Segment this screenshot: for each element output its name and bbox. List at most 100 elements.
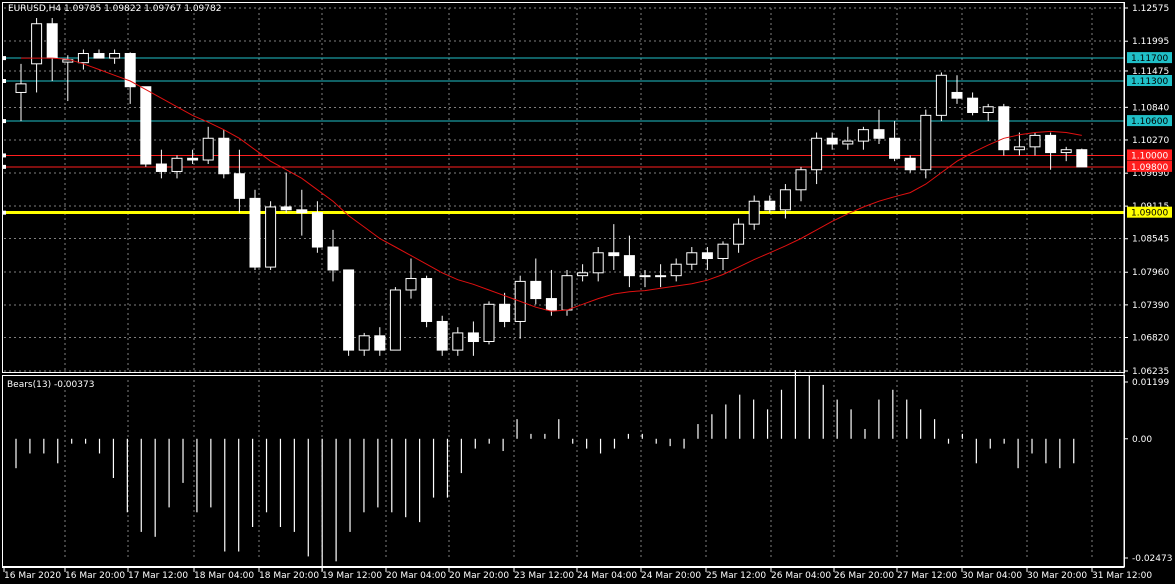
candle-bull (592, 252, 604, 274)
time-tick-label: 18 Mar 20:00 (259, 571, 319, 581)
candle-bull (483, 303, 495, 343)
time-tick-label: 20 Mar 20:00 (449, 571, 509, 581)
candle-bear (998, 106, 1010, 151)
candle-bull (171, 157, 183, 172)
candle-bear (249, 197, 261, 268)
price-tick-label: 1.08545 (1132, 235, 1169, 245)
chart-header: EURUSD,H4 1.09785 1.09822 1.09767 1.0978… (8, 4, 221, 14)
candle-bear (1045, 134, 1057, 154)
price-tick-label: 1.10270 (1132, 136, 1169, 146)
candle-bull (655, 275, 667, 278)
price-tick-label: 1.06235 (1132, 367, 1169, 377)
time-tick-label: 25 Mar 12:00 (706, 571, 766, 581)
candle-bear (530, 280, 542, 300)
price-levels (3, 56, 1124, 215)
indicator-header: Bears(13) -0.00373 (7, 380, 95, 390)
price-level-tags: 1.11700 1.11300 1.10600 1.10000 1.09800 1.090… (1127, 52, 1172, 219)
symbol-timeframe: EURUSD,H4 (8, 4, 62, 14)
candle-bull (748, 200, 760, 225)
candle-bear (124, 53, 136, 88)
indicator-axis-ticks: 0.01199 0.00 -0.02473 (1124, 378, 1172, 564)
price-tick-label: 1.07960 (1132, 268, 1169, 278)
level-tag (1127, 75, 1172, 87)
candle-bear (499, 303, 511, 322)
time-tick-label: 31 Mar 12:00 (1092, 571, 1152, 581)
candle-bear (421, 278, 433, 322)
price-tick-label: 1.11475 (1132, 67, 1169, 77)
candle-bull (686, 252, 698, 265)
candle-bull (109, 53, 121, 59)
indicator-tick-label: -0.02473 (1132, 554, 1172, 564)
axes (2, 2, 1125, 568)
candle-bear (436, 320, 448, 351)
candle-bull (577, 272, 589, 277)
candle-bear (187, 157, 199, 161)
candle-bear (343, 269, 355, 351)
time-tick-label: 23 Mar 12:00 (514, 571, 574, 581)
candle-bear (951, 91, 963, 99)
candle-bull (982, 106, 994, 113)
level-marker (3, 79, 6, 84)
candle-bear (1076, 149, 1088, 168)
candle-bear (608, 252, 620, 257)
candle-bull (15, 83, 27, 93)
level-tag (1127, 52, 1172, 64)
candle-bull (202, 137, 214, 161)
indicator-tick-label: 0.01199 (1132, 378, 1169, 388)
price-tick-label: 1.09690 (1132, 169, 1169, 179)
candle-bear (140, 86, 152, 165)
time-tick-label: 24 Mar 20:00 (641, 571, 701, 581)
candle-bull (31, 23, 43, 65)
candle-bear (280, 206, 292, 211)
price-tick-label: 1.11995 (1132, 37, 1169, 47)
candle-bear (467, 332, 479, 343)
candle-bull (1013, 146, 1025, 151)
level-marker (3, 210, 6, 215)
moving-average-line (21, 57, 1082, 312)
candle-bull (920, 114, 932, 171)
price-tick-label: 1.07390 (1132, 301, 1169, 311)
time-tick-label: 26 Mar 04:00 (771, 571, 831, 581)
candle-bull (733, 223, 745, 245)
candle-bull (717, 243, 729, 259)
candle-bull (639, 275, 651, 278)
level-tag-label: 1.09000 (1131, 209, 1168, 219)
level-tag (1127, 206, 1172, 218)
time-tick-label: 16 Mar 20:00 (65, 571, 125, 581)
time-tick-label: 18 Mar 04:00 (194, 571, 254, 581)
candle-bull (358, 335, 370, 351)
candle-bear (374, 335, 386, 351)
bears-histogram (15, 370, 1075, 572)
level-tag-label: 1.11700 (1131, 54, 1168, 64)
candle-bull (857, 129, 869, 142)
time-tick-label: 30 Mar 20:00 (1027, 571, 1087, 581)
level-marker (3, 119, 6, 124)
level-marker (3, 164, 6, 169)
candle-bull (1029, 134, 1041, 148)
candle-bear (873, 129, 885, 139)
candle-bear (764, 200, 776, 211)
candle-bull (1060, 149, 1072, 154)
candle-bull (405, 278, 417, 291)
level-tag-label: 1.10000 (1131, 151, 1168, 161)
candle-bear (46, 23, 58, 59)
candle-bull (842, 140, 854, 145)
candle-bear (545, 298, 557, 311)
price-axis-ticks: 1.12575 1.11995 1.11475 1.10840 1.10270 1.096… (1124, 4, 1169, 377)
level-marker (3, 56, 6, 61)
time-axis-ticks: 16 Mar 2020 16 Mar 20:00 17 Mar 12:00 18 Ma… (3, 568, 1152, 581)
candle-bear (701, 252, 713, 259)
candle-bull (452, 332, 464, 351)
time-tick-label: 26 Mar 20:00 (834, 571, 894, 581)
time-tick-label: 27 Mar 12:00 (897, 571, 957, 581)
level-tag (1127, 160, 1172, 172)
level-tag-label: 1.11300 (1131, 77, 1168, 87)
price-tick-label: 1.06820 (1132, 334, 1169, 344)
candle-bear (93, 53, 105, 59)
candle-bull (389, 289, 401, 351)
candle-bull (935, 74, 947, 116)
candle-bear (155, 163, 167, 172)
level-tag-label: 1.10600 (1131, 117, 1168, 127)
